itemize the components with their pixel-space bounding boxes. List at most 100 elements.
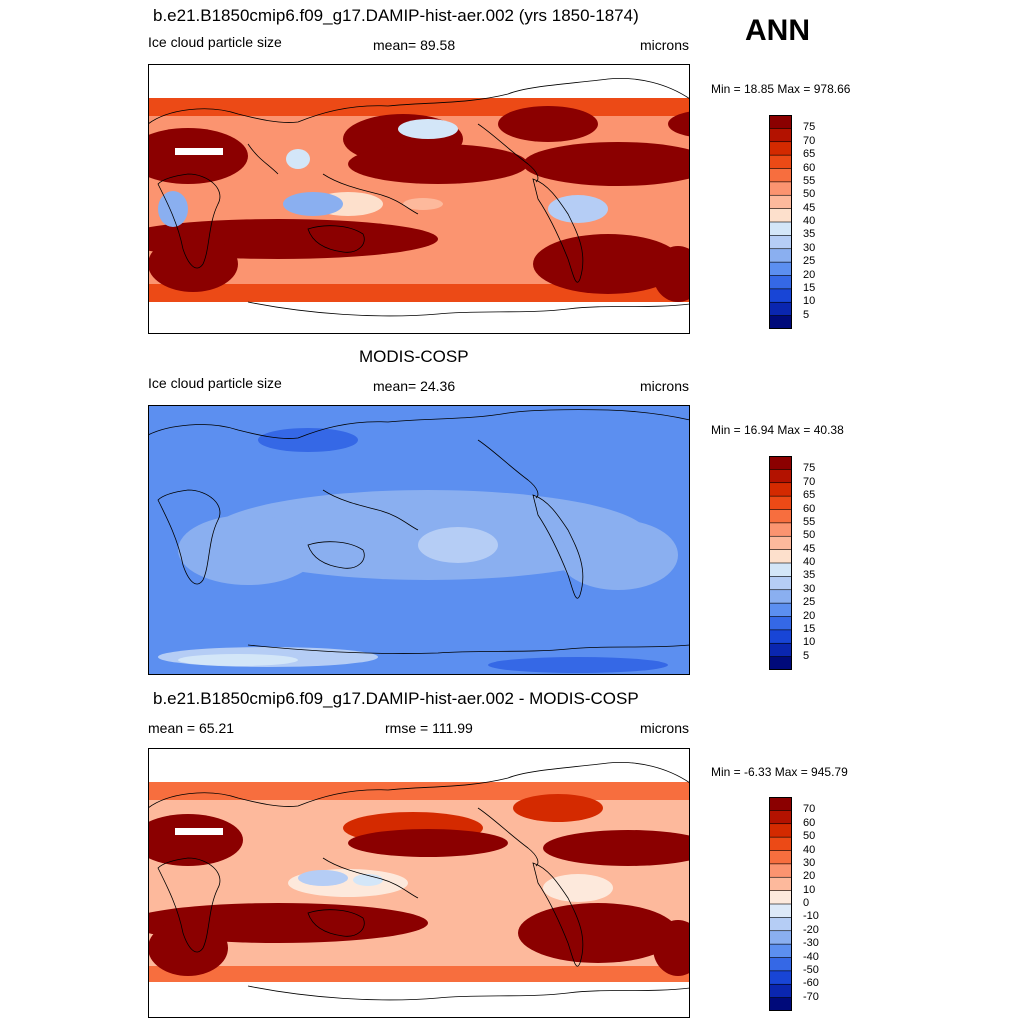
- colorbar-tick-label: -20: [803, 923, 819, 936]
- colorbar-swatch: [769, 275, 792, 290]
- colorbar-swatch: [769, 261, 792, 277]
- colorbar-swatch: [769, 456, 792, 470]
- colorbar-tick-label: 15: [803, 281, 816, 294]
- colorbar-swatch: [769, 797, 792, 811]
- colorbar-tick-label: -30: [803, 937, 819, 950]
- colorbar-swatch: [769, 154, 792, 170]
- colorbar-swatch: [769, 522, 792, 537]
- colorbar-tick-label: 30: [803, 582, 816, 595]
- colorbar-swatch: [769, 589, 792, 604]
- colorbar-tick-label: 45: [803, 201, 816, 214]
- colorbar-swatch: [769, 535, 792, 551]
- colorbar-tick-label: 40: [803, 215, 816, 227]
- colorbar-tick-label: 70: [803, 803, 816, 816]
- colorbar-tick-label: 15: [803, 622, 816, 635]
- colorbar-swatch: [769, 917, 792, 932]
- colorbar-swatch: [769, 562, 792, 577]
- colorbar-swatch: [769, 509, 792, 524]
- panel3-map: [148, 748, 690, 1018]
- season-label: ANN: [745, 14, 810, 47]
- colorbar-swatch: [769, 168, 792, 183]
- colorbar-swatch: [769, 970, 792, 985]
- colorbar-tick-label: 35: [803, 228, 816, 241]
- colorbar-swatch: [769, 903, 792, 918]
- colorbar-swatch: [769, 469, 792, 484]
- colorbar-swatch: [769, 248, 792, 263]
- colorbar-swatch: [769, 221, 792, 236]
- colorbar-tick-label: 10: [803, 883, 816, 896]
- panel2-title: MODIS-COSP: [359, 347, 469, 366]
- colorbar-swatch: [769, 288, 792, 303]
- colorbar-tick-label: 60: [803, 816, 816, 829]
- colorbar-tick-label: 65: [803, 148, 816, 161]
- colorbar-tick-label: 10: [803, 295, 816, 308]
- colorbar-swatch: [769, 876, 792, 892]
- colorbar-tick-label: -60: [803, 977, 819, 990]
- colorbar-tick-label: 55: [803, 174, 816, 187]
- colorbar-tick-label: -40: [803, 950, 819, 963]
- colorbar-tick-label: 0: [803, 897, 810, 909]
- colorbar-tick-label: 60: [803, 502, 816, 515]
- panel3-map-svg: [148, 748, 690, 1018]
- panel1-units-label: microns: [640, 37, 690, 53]
- colorbar-swatch: [769, 890, 792, 905]
- colorbar-tick-label: 5: [803, 308, 810, 321]
- colorbar-swatch: [769, 943, 792, 959]
- colorbar-swatch: [769, 957, 792, 972]
- colorbar-swatch: [769, 208, 792, 223]
- colorbar-tick-label: 60: [803, 161, 816, 174]
- colorbar-swatch: [769, 823, 792, 838]
- colorbar-tick-label: 75: [803, 121, 816, 134]
- panel1-map: [148, 64, 690, 334]
- colorbar-tick-label: -10: [803, 910, 819, 923]
- panel3-minmax: Min = -6.33 Max = 945.79: [711, 765, 848, 779]
- colorbar-swatch: [769, 301, 792, 317]
- colorbar-swatch: [769, 656, 792, 670]
- panel2-variable-label: Ice cloud particle size: [148, 375, 282, 391]
- colorbar-swatch: [769, 115, 792, 129]
- colorbar-tick-label: 35: [803, 569, 816, 582]
- panel1-title: b.e21.B1850cmip6.f09_g17.DAMIP-hist-aer.…: [153, 6, 639, 25]
- colorbar-swatch: [769, 983, 792, 999]
- panel3-colorbar-svg: [769, 797, 792, 1011]
- colorbar-swatch: [769, 616, 792, 631]
- panel1-mean-label: mean= 89.58: [373, 37, 456, 53]
- colorbar-swatch: [769, 863, 792, 878]
- colorbar-swatch: [769, 642, 792, 658]
- colorbar-swatch: [769, 482, 792, 497]
- colorbar-swatch: [769, 629, 792, 644]
- colorbar-tick-label: 30: [803, 856, 816, 869]
- colorbar-swatch: [769, 141, 792, 156]
- colorbar-tick-label: 65: [803, 489, 816, 502]
- colorbar-swatch: [769, 181, 792, 196]
- panel2-units-label: microns: [640, 378, 690, 394]
- panel3-title: b.e21.B1850cmip6.f09_g17.DAMIP-hist-aer.…: [153, 689, 639, 708]
- colorbar-swatch: [769, 194, 792, 210]
- colorbar-tick-label: 40: [803, 556, 816, 568]
- panel1-minmax: Min = 18.85 Max = 978.66: [711, 82, 851, 96]
- colorbar-tick-label: 50: [803, 188, 816, 201]
- panel2-colorbar-svg: [769, 456, 792, 670]
- panel3-mean-label: mean = 65.21: [148, 720, 235, 736]
- panel3-colorbar: [769, 797, 792, 1011]
- colorbar-swatch: [769, 549, 792, 564]
- colorbar-swatch: [769, 810, 792, 825]
- panel2-map-svg: [148, 405, 690, 675]
- colorbar-swatch: [769, 495, 792, 511]
- colorbar-tick-label: 70: [803, 134, 816, 147]
- panel1-variable-label: Ice cloud particle size: [148, 34, 282, 50]
- colorbar-swatch: [769, 128, 792, 143]
- panel1-colorbar-svg: [769, 115, 792, 329]
- colorbar-tick-label: 20: [803, 268, 816, 281]
- colorbar-tick-label: -50: [803, 963, 819, 976]
- colorbar-swatch: [769, 315, 792, 329]
- colorbar-tick-label: 45: [803, 542, 816, 555]
- colorbar-swatch: [769, 602, 792, 618]
- colorbar-tick-label: 40: [803, 843, 816, 856]
- colorbar-tick-label: -70: [803, 990, 819, 1003]
- colorbar-tick-label: 30: [803, 241, 816, 254]
- panel3-rmse-label: rmse = 111.99: [385, 720, 473, 736]
- colorbar-tick-label: 70: [803, 475, 816, 488]
- colorbar-tick-label: 20: [803, 609, 816, 622]
- colorbar-swatch: [769, 930, 792, 945]
